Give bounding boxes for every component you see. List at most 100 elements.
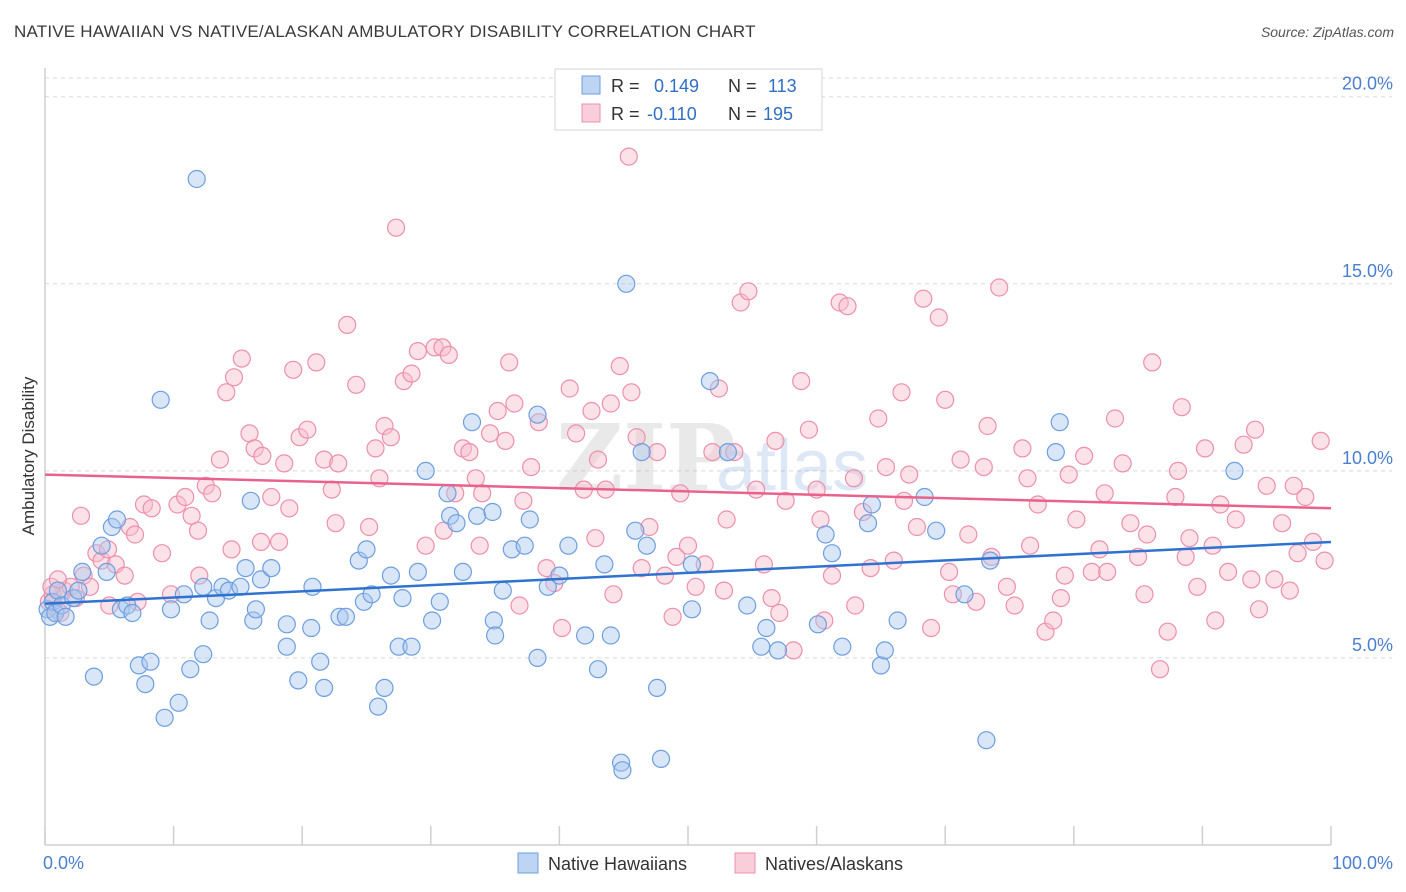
blue-point-113	[955, 585, 974, 604]
blue-point-80	[550, 566, 569, 585]
stats-blue-r-label: R =	[611, 76, 640, 96]
pink-point-97	[739, 282, 758, 301]
blue-point-102	[808, 615, 828, 634]
pink-point-86	[655, 566, 675, 585]
pink-point-63	[488, 401, 507, 421]
pink-point-199	[1095, 484, 1114, 503]
stats-box: R = 0.149 N = 113 R = -0.110 N = 195	[554, 68, 823, 131]
pink-point-117	[892, 383, 911, 402]
pink-point-130	[990, 278, 1009, 297]
blue-point-14	[107, 510, 127, 529]
blue-point-67	[453, 562, 472, 582]
blue-point-90	[632, 443, 651, 462]
pink-point-10	[92, 551, 111, 570]
blue-point-107	[862, 495, 882, 514]
blue-point-57	[389, 637, 408, 656]
blue-point-70	[484, 611, 503, 630]
pink-point-101	[770, 603, 789, 623]
blue-point-51	[357, 540, 376, 559]
pink-point-68	[521, 458, 541, 477]
pink-point-151	[1150, 660, 1170, 679]
blue-point-49	[336, 607, 355, 626]
pink-point-187	[586, 529, 605, 548]
blue-point-97	[718, 443, 738, 462]
pink-point-73	[560, 379, 579, 398]
blue-point-25	[174, 585, 193, 604]
pink-point-162	[1234, 435, 1253, 454]
stats-pink-r-value: -0.110	[647, 104, 697, 124]
blue-point-34	[231, 577, 250, 596]
blue-point-54	[369, 697, 388, 716]
pink-point-38	[298, 420, 317, 439]
pink-point-23	[188, 521, 208, 540]
pink-point-156	[1188, 577, 1207, 596]
pink-point-197	[1018, 469, 1037, 488]
blue-point-87	[613, 761, 632, 780]
pink-point-37	[290, 428, 309, 447]
blue-trend-line	[44, 540, 1332, 605]
x-axis-ticks	[44, 826, 1332, 845]
blue-point-98	[738, 596, 757, 615]
blue-point-17	[123, 603, 142, 623]
pink-point-189	[667, 547, 686, 567]
pink-point-202	[1206, 611, 1225, 630]
blue-point-21	[151, 390, 170, 409]
blue-point-108	[871, 656, 891, 675]
pink-point-193	[844, 469, 864, 488]
pink-point-132	[1005, 596, 1024, 615]
pink-point-80	[610, 357, 629, 376]
blue-point-23	[161, 600, 181, 619]
pink-point-131	[997, 577, 1017, 596]
pink-point-15	[128, 592, 147, 611]
blue-point-62	[423, 611, 442, 630]
x-tick-label-0: 0.0%	[43, 853, 84, 873]
pink-point-43	[338, 315, 357, 334]
blue-point-117	[1050, 413, 1069, 432]
blue-point-63	[430, 592, 449, 611]
watermark: ZIP atlas	[556, 404, 868, 512]
pink-point-146	[1113, 454, 1132, 473]
blue-point-71	[486, 626, 505, 645]
blue-point-8	[69, 581, 88, 600]
pink-point-90	[686, 577, 705, 596]
y-tick-label-3: 20.0%	[1342, 74, 1393, 94]
blue-point-72	[483, 502, 502, 522]
blue-point-6	[56, 607, 75, 626]
pink-point-29	[232, 349, 251, 368]
pink-point-135	[1028, 495, 1047, 514]
pink-point-177	[125, 525, 145, 544]
pink-point-65	[500, 353, 519, 372]
pink-point-100	[762, 588, 781, 608]
pink-point-64	[496, 431, 515, 450]
blue-point-9	[73, 562, 92, 582]
pink-point-167	[1272, 514, 1292, 533]
legend-blue-swatch	[517, 852, 539, 874]
pink-point-13	[115, 566, 134, 585]
blue-point-46	[311, 652, 330, 671]
blue-point-103	[816, 525, 835, 544]
blue-point-27	[187, 169, 206, 189]
blue-point-43	[289, 671, 308, 690]
legend-pink-label: Natives/Alaskans	[765, 854, 903, 874]
blue-point-112	[927, 521, 946, 540]
blue-point-56	[381, 566, 400, 585]
pink-point-102	[776, 491, 795, 510]
stats-pink-r-label: R =	[611, 104, 640, 124]
blue-point-92	[647, 678, 667, 698]
pink-point-143	[1090, 540, 1109, 559]
pink-point-207	[622, 383, 641, 402]
pink-point-178	[190, 566, 209, 585]
blue-point-95	[682, 600, 702, 619]
pink-point-140	[1067, 510, 1086, 529]
blue-point-42	[277, 615, 296, 634]
pink-point-152	[1158, 622, 1177, 641]
pink-point-123	[936, 390, 955, 409]
pink-point-203	[1245, 420, 1265, 439]
pink-point-115	[876, 458, 896, 477]
pink-point-53	[416, 536, 435, 555]
blue-point-99	[752, 637, 771, 656]
stats-blue-n-label: N =	[728, 76, 757, 96]
blue-point-61	[416, 461, 435, 480]
pink-point-25	[203, 484, 222, 503]
blue-point-78	[528, 648, 547, 668]
